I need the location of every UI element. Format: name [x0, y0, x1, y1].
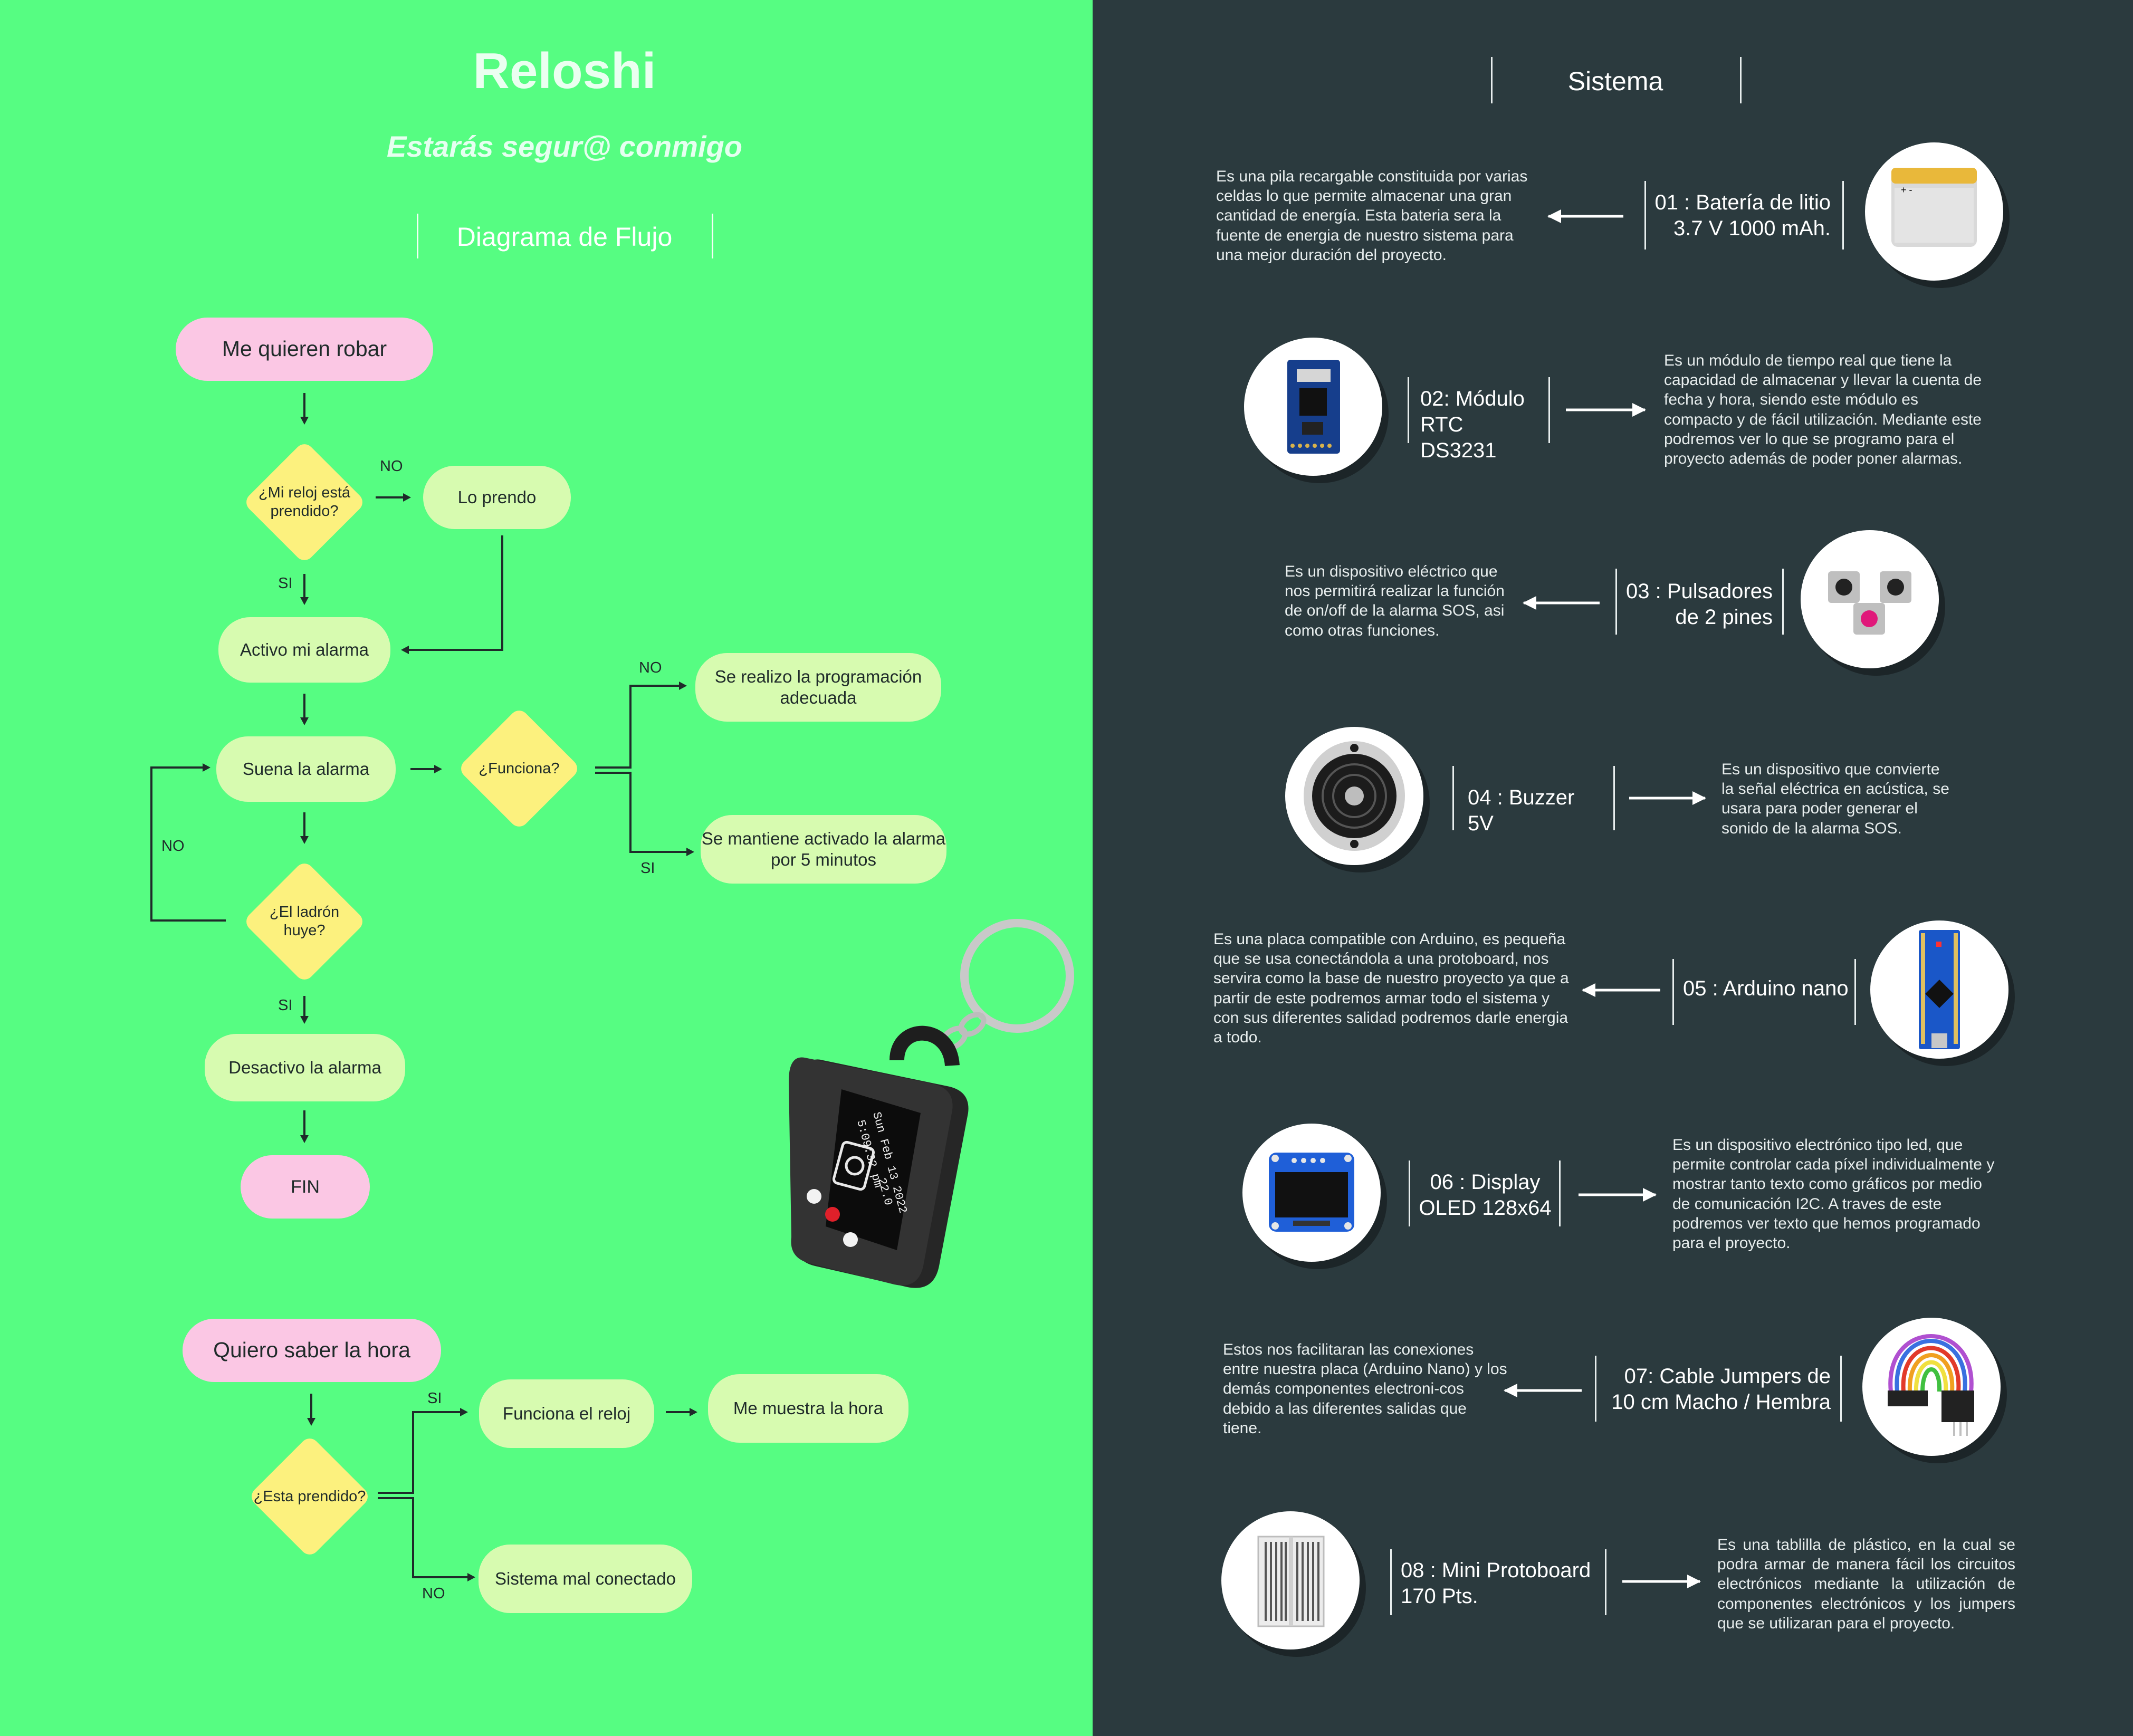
- flow-lo-prendo: Lo prendo: [423, 466, 571, 529]
- divider: [1782, 569, 1784, 635]
- title-bateria: 01 : Batería de litio 3.7 V 1000 mAh.: [1654, 191, 1831, 240]
- flow-desactivo-alarma: Desactivo la alarma: [205, 1034, 405, 1101]
- divider: [1595, 1356, 1596, 1422]
- flow-suena-alarma: Suena la alarma: [216, 736, 396, 802]
- protoboard-icon: [1221, 1511, 1360, 1649]
- desc-bateria: Es una pila recargable constituida por v…: [1216, 168, 1528, 264]
- flow-start: Me quieren robar: [176, 318, 433, 381]
- decision-funciona: ¿Funciona?: [452, 702, 586, 836]
- desc-oled: Es un dispositivo electrónico tipo led, …: [1672, 1136, 1995, 1252]
- battery-icon: + -: [1865, 142, 2003, 281]
- divider: [1615, 569, 1617, 635]
- decision-esta-prendido: ¿Esta prendido?: [243, 1430, 377, 1564]
- divider: [1613, 766, 1615, 830]
- jumper-cables-icon: [1862, 1318, 2001, 1456]
- divider: [1605, 1549, 1606, 1615]
- desc-buzzer: Es un dispositivo que convierte la señal…: [1721, 761, 1949, 837]
- divider: [1644, 181, 1646, 250]
- label-si: SI: [640, 860, 655, 877]
- flow-funciona-reloj: Funciona el reloj: [479, 1379, 654, 1448]
- divider: [1559, 1160, 1561, 1226]
- rtc-module-icon: [1244, 338, 1382, 476]
- divider: [1408, 377, 1409, 443]
- divider: [1452, 766, 1454, 830]
- title-arduino: 05 : Arduino nano: [1683, 977, 1849, 1000]
- divider: [1409, 1160, 1410, 1226]
- label-no: NO: [639, 659, 662, 676]
- flow-muestra-hora: Me muestra la hora: [708, 1374, 908, 1443]
- divider: [1740, 57, 1742, 103]
- divider: [1672, 959, 1674, 1025]
- arduino-nano-icon: [1870, 920, 2008, 1059]
- push-buttons-icon: [1801, 530, 1939, 668]
- flow-mantiene-activado: Se mantiene activado la alarma por 5 min…: [701, 815, 946, 884]
- divider: [712, 214, 713, 258]
- label-no: NO: [161, 838, 185, 855]
- divider: [417, 214, 418, 258]
- flow-mal-conectado: Sistema mal conectado: [479, 1545, 692, 1613]
- title-jumpers: 07: Cable Jumpers de 10 cm Macho / Hembr…: [1611, 1365, 1831, 1414]
- divider: [1390, 1549, 1392, 1615]
- title-rtc: 02: Módulo RTC DS3231: [1420, 387, 1525, 462]
- label-no: NO: [422, 1585, 445, 1602]
- label-si: SI: [278, 997, 293, 1014]
- flow-title: Diagrama de Flujo: [456, 222, 673, 252]
- svg-text:+ -: + -: [1901, 185, 1912, 195]
- divider: [1854, 959, 1856, 1025]
- flow-activo-alarma: Activo mi alarma: [218, 617, 390, 683]
- flow-fin: FIN: [241, 1155, 370, 1219]
- divider: [1548, 377, 1550, 443]
- flow2-start: Quiero saber la hora: [183, 1319, 441, 1382]
- title-protoboard: 08 : Mini Protoboard 170 Pts.: [1401, 1559, 1591, 1608]
- oled-display-icon: [1242, 1124, 1381, 1262]
- app-title: Reloshi: [473, 43, 656, 99]
- label-si: SI: [427, 1390, 442, 1407]
- desc-protoboard: Es una tablilla de plástico, en la cual …: [1717, 1536, 2015, 1632]
- desc-arduino: Es una placa compatible con Arduino, es …: [1213, 931, 1569, 1046]
- divider: [1491, 57, 1493, 103]
- label-no: NO: [380, 458, 403, 475]
- title-oled: 06 : Display OLED 128x64: [1419, 1171, 1552, 1220]
- decision-reloj-prendido: ¿Mi reloj está prendido?: [237, 435, 371, 569]
- desc-pulsadores: Es un dispositivo eléctrico que nos perm…: [1285, 563, 1505, 639]
- tagline: Estarás segur@ conmigo: [387, 130, 742, 163]
- desc-jumpers: Estos nos facilitaran las conexiones ent…: [1223, 1341, 1507, 1437]
- divider: [1842, 181, 1844, 250]
- label-si: SI: [278, 575, 293, 592]
- title-buzzer: 04 : Buzzer 5V: [1468, 786, 1575, 835]
- title-pulsadores: 03 : Pulsadores de 2 pines: [1626, 580, 1773, 629]
- divider: [1840, 1356, 1842, 1422]
- decision-ladron-huye: ¿El ladrón huye?: [237, 855, 371, 989]
- system-title: Sistema: [1567, 66, 1663, 96]
- desc-rtc: Es un módulo de tiempo real que tiene la…: [1664, 352, 1982, 467]
- buzzer-icon: [1285, 727, 1423, 865]
- flow-programacion: Se realizo la programación adecuada: [695, 653, 941, 722]
